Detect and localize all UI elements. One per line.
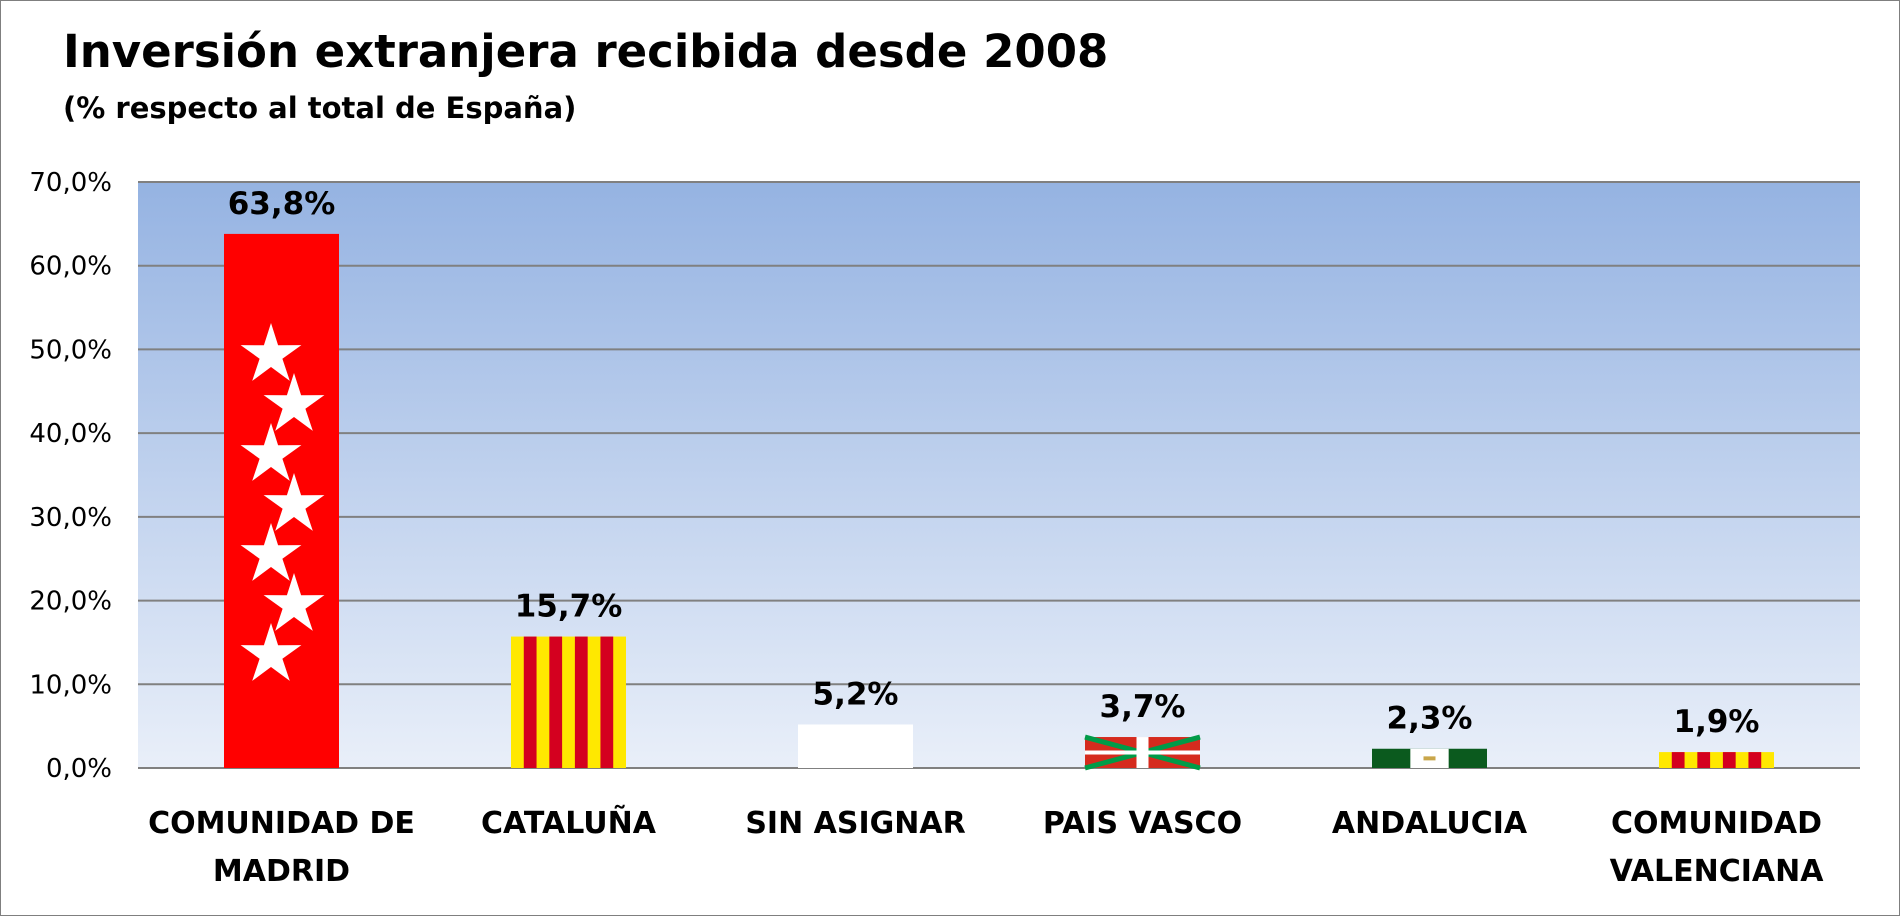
labels: 63,8% COMUNIDAD DE MADRID 15,7% CATALUÑA 5,2%… xyxy=(148,186,1824,889)
star-icon xyxy=(263,573,325,631)
y-tick-label: 0,0% xyxy=(46,754,112,784)
flag-stripe xyxy=(600,636,614,768)
flag-stripe xyxy=(1748,752,1762,768)
y-tick-label: 10,0% xyxy=(29,670,112,700)
y-axis: 0,0% 10,0% 20,0% 30,0% 40,0% 50,0% 60,0% 70,0% xyxy=(29,168,112,784)
data-label: 5,2% xyxy=(813,676,899,712)
y-tick-label: 20,0% xyxy=(29,587,112,617)
bar xyxy=(1659,752,1774,768)
star-icon xyxy=(263,473,325,531)
data-label: 1,9% xyxy=(1674,704,1760,740)
y-tick-label: 30,0% xyxy=(29,503,112,533)
flag-stripe xyxy=(1722,752,1736,768)
flag-stripe xyxy=(1671,752,1685,768)
y-tick-label: 70,0% xyxy=(29,168,112,198)
flag-stripe xyxy=(523,636,537,768)
flag-stripe xyxy=(574,636,588,768)
x-tick-label: SIN ASIGNAR xyxy=(745,806,965,841)
x-tick-label: VALENCIANA xyxy=(1610,854,1825,889)
flag-stripe xyxy=(1697,752,1711,768)
star-icon xyxy=(240,323,302,381)
data-label: 3,7% xyxy=(1100,689,1186,725)
y-tick-label: 60,0% xyxy=(29,252,112,282)
bar-basque-flag xyxy=(1084,734,1201,771)
chart-title: Inversión extranjera recibida desde 2008 xyxy=(63,25,1109,78)
x-tick-label: COMUNIDAD xyxy=(1611,806,1822,841)
x-tick-label: MADRID xyxy=(213,854,350,889)
y-tick-label: 40,0% xyxy=(29,419,112,449)
bar xyxy=(798,724,913,768)
bar-madrid-flag xyxy=(224,233,339,769)
star-icon xyxy=(263,373,325,431)
x-tick-label: PAIS VASCO xyxy=(1043,806,1242,841)
x-tick-label: CATALUÑA xyxy=(481,804,657,841)
flag-cross xyxy=(1085,750,1200,755)
plot-area xyxy=(138,182,1860,768)
y-tick-label: 50,0% xyxy=(29,335,112,365)
star-icon xyxy=(240,623,302,681)
bar-andalucia-flag xyxy=(1372,748,1487,768)
flag-emblem xyxy=(1423,756,1436,761)
data-label: 2,3% xyxy=(1387,701,1473,737)
bar-white xyxy=(798,724,913,768)
chart-subtitle: (% respecto al total de España) xyxy=(63,91,577,125)
bar-valencia-flag xyxy=(1659,752,1774,768)
flag-stripe xyxy=(549,636,563,768)
bar-cataluna-flag xyxy=(511,636,626,768)
x-tick-label: ANDALUCIA xyxy=(1332,806,1528,841)
x-tick-label: COMUNIDAD DE xyxy=(148,806,415,841)
data-label: 63,8% xyxy=(228,186,336,222)
star-icon xyxy=(240,423,302,481)
gridlines xyxy=(138,181,1860,769)
bars xyxy=(224,233,1774,771)
star-icon xyxy=(240,523,302,581)
data-label: 15,7% xyxy=(515,589,623,625)
